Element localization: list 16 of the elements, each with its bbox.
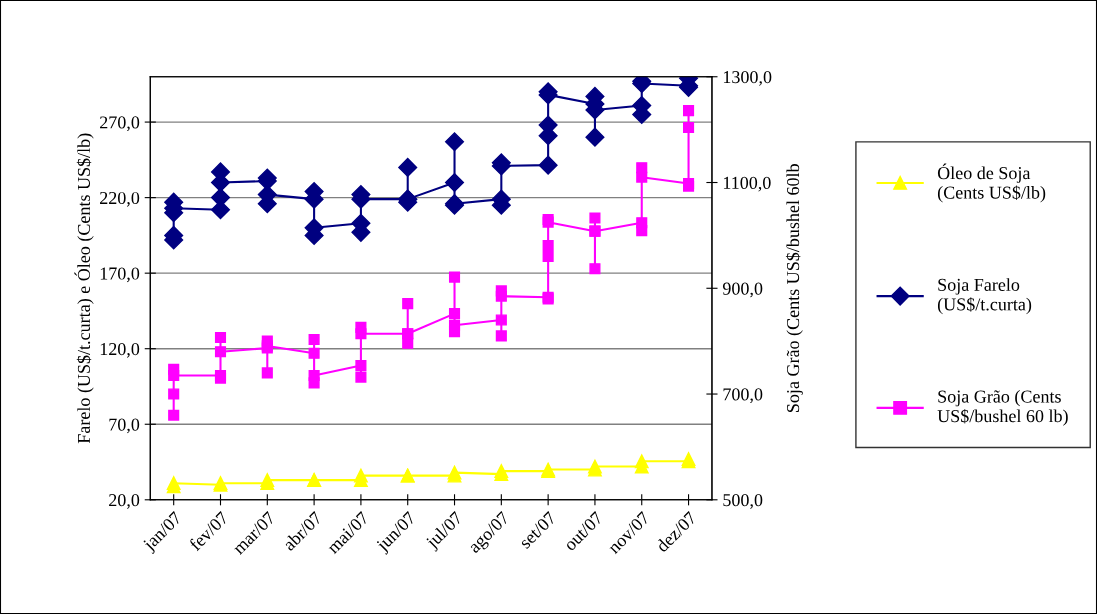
y-tick-label: 20,0	[109, 494, 140, 509]
legend-label: Soja Grão (Cents US$/bushel 60 lb)	[937, 389, 1068, 426]
y2-tick-label: 500,0	[723, 494, 763, 509]
y-tick-label: 220,0	[100, 191, 140, 207]
y2-tick-label: 1300,0	[723, 71, 772, 86]
y-axis-title: Farelo (US$/t.curta) e Óleo (Cents US$/lb)	[74, 133, 94, 444]
y2-tick-label: 700,0	[723, 388, 763, 404]
y2-axis-title: Soja Grão (Cents US$/bushel 60lb	[785, 164, 803, 412]
y2-tick-label: 1100,0	[723, 176, 771, 192]
y-tick-label: 120,0	[100, 342, 140, 358]
y2-tick-label: 900,0	[722, 282, 763, 298]
legend-label: Soja Farelo (US$/t.curta)	[937, 278, 1032, 315]
y-tick-label: 270,0	[100, 116, 140, 132]
legend-label: Óleo de Soja (Cents US$/lb)	[937, 163, 1046, 203]
y-tick-label: 170,0	[100, 267, 140, 283]
y-tick-label: 70,0	[109, 418, 140, 434]
